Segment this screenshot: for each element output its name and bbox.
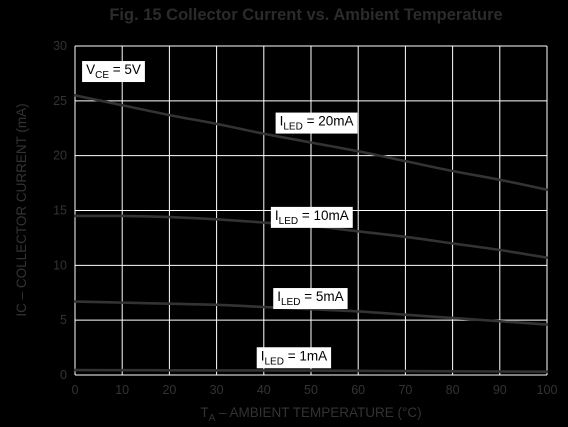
curves [73,94,549,374]
x-tick-label: 90 [493,383,507,397]
x-tick-label: 80 [446,383,460,397]
annotation-box [275,112,358,134]
y-tick-label: 20 [53,149,67,163]
annotation-sub: CE [95,70,109,81]
y-tick-label: 25 [53,94,67,108]
x-tick-label: 40 [257,383,271,397]
y-axis-label: IC – COLLECTOR CURRENT (mA) [14,103,29,316]
x-tick-label: 0 [72,383,79,397]
y-tick-label: 0 [60,368,67,382]
y-axis-ticks: 0 5 10 15 20 25 30 [53,39,67,382]
annotation-box [273,288,348,310]
annotation-rest: = 5mA [300,289,343,304]
x-axis-ticks: 0 10 20 30 40 50 60 70 80 90 100 [72,383,558,397]
annotation-iled10: ILED = 10mA [270,206,353,228]
annotation-main: V [86,62,95,77]
annotation-text: ILED = 1mA [261,348,327,367]
series-line-3 [73,300,549,326]
annotation-rest: = 5V [109,62,141,77]
x-axis-label: TA – AMBIENT TEMPERATURE (°C) [200,405,421,424]
x-tick-label: 10 [115,383,129,397]
series-line-1 [73,94,549,191]
x-axis-label-rest: – AMBIENT TEMPERATURE (°C) [215,405,421,420]
annotation-text: ILED = 20mA [280,114,354,133]
y-tick-label: 30 [53,39,67,53]
annotation-iled5: ILED = 5mA [273,288,348,310]
annotation-sub: LED [281,297,300,308]
annotation-iled1: ILED = 1mA [256,347,332,369]
annotation-sub: LED [279,216,298,227]
x-tick-label: 60 [351,383,365,397]
x-tick-label: 30 [210,383,224,397]
x-axis-label-sub: A [209,413,216,424]
x-tick-label: 50 [304,383,318,397]
annotation-sub: LED [264,356,283,367]
annotation-sub: LED [283,122,302,133]
chart-title: Fig. 15 Collector Current vs. Ambient Te… [109,6,502,24]
annotation-vce: VCE = 5V [82,61,145,83]
annotation-box [256,347,332,369]
x-axis-label-main: T [200,405,208,420]
annotation-main: I [277,289,281,304]
annotation-main: I [280,114,284,129]
annotation-rest: = 1mA [284,348,327,363]
y-tick-label: 10 [53,258,67,272]
gridlines [74,45,548,376]
annotation-main: I [261,348,265,363]
x-tick-label: 100 [537,383,558,397]
annotation-iled20: ILED = 20mA [275,112,358,134]
y-tick-label: 15 [53,204,67,218]
annotation-box [82,61,145,83]
annotation-main: I [275,208,279,223]
annotation-rest: = 20mA [303,114,354,129]
x-tick-label: 20 [162,383,176,397]
annotation-text: ILED = 5mA [277,289,343,308]
annotation-rest: = 10mA [298,208,349,223]
x-tick-label: 70 [398,383,412,397]
annotation-text: ILED = 10mA [275,208,349,227]
annotation-text: VCE = 5V [86,62,141,81]
series-line-4 [73,368,549,374]
y-tick-label: 5 [60,313,67,327]
annotation-box [270,206,353,228]
